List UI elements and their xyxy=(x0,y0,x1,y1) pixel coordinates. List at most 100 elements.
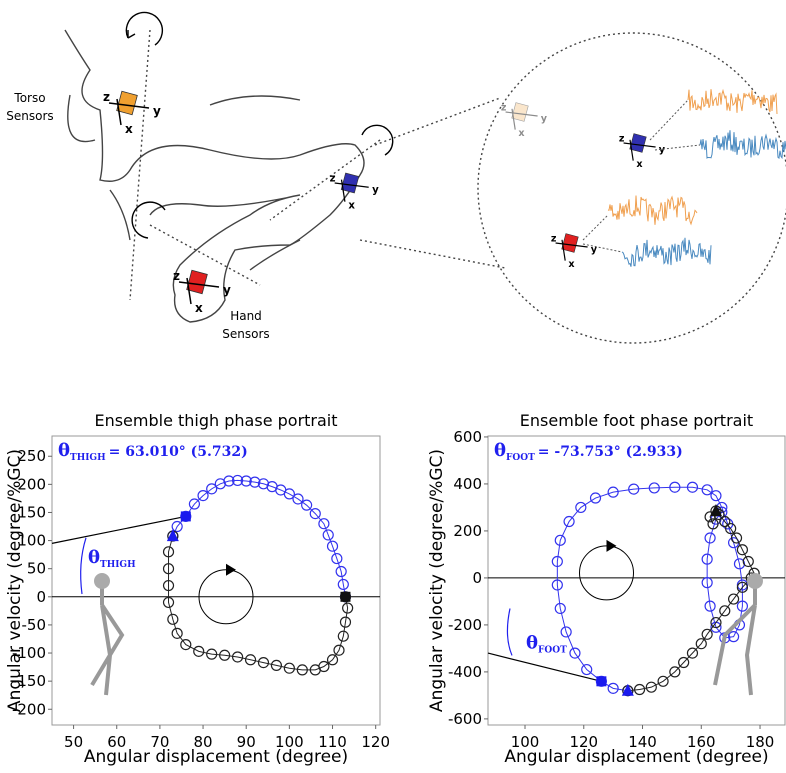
data-point xyxy=(326,540,339,552)
y-tick-label: 600 xyxy=(453,428,482,446)
data-point xyxy=(645,681,657,693)
axis-label: x xyxy=(568,259,575,270)
y-tick-label: 200 xyxy=(453,522,482,540)
data-point xyxy=(736,581,749,593)
data-point xyxy=(335,565,347,578)
hand-label: Sensors xyxy=(222,327,269,341)
theta: θ xyxy=(526,632,538,653)
axis-label: y xyxy=(591,245,598,256)
x-tick-label: 140 xyxy=(628,733,657,751)
torso-label: Sensors xyxy=(6,109,53,123)
axis-label: x xyxy=(195,301,203,315)
subscript: FOOT xyxy=(538,645,567,655)
angle-arc xyxy=(80,537,87,595)
sensor-axis xyxy=(334,182,369,188)
series-line xyxy=(168,535,349,671)
data-point xyxy=(296,664,308,676)
data-point xyxy=(223,475,235,487)
data-point xyxy=(575,501,587,514)
stick-figure xyxy=(90,587,125,696)
y-axis-label: Angular velocity (degree/%GC) xyxy=(427,449,447,712)
y-tick-label: -200 xyxy=(12,700,46,718)
y-tick-label: -100 xyxy=(12,644,46,662)
signals xyxy=(582,88,786,267)
data-point xyxy=(742,555,754,568)
data-point xyxy=(171,627,183,639)
theta: θ xyxy=(88,547,100,568)
axis-label: z xyxy=(551,233,557,244)
x-tick-label: 160 xyxy=(687,733,716,751)
data-point xyxy=(736,544,749,556)
data-point xyxy=(554,534,566,546)
angle-arc xyxy=(506,608,513,656)
y-tick-label: 0 xyxy=(36,588,46,606)
signal xyxy=(621,237,712,267)
data-point xyxy=(607,682,619,694)
data-point xyxy=(701,577,713,589)
y-tick-label: -150 xyxy=(12,672,46,690)
data-point xyxy=(193,645,205,657)
data-point xyxy=(719,515,731,528)
data-point xyxy=(727,593,740,605)
axis-label: z xyxy=(501,102,507,113)
data-point xyxy=(736,600,749,612)
data-point xyxy=(231,651,244,663)
data-point xyxy=(270,659,283,672)
data-point xyxy=(283,488,295,500)
data-point xyxy=(581,663,593,676)
data-point xyxy=(283,662,295,674)
sensor-box xyxy=(629,133,647,153)
annotation: θFOOT xyxy=(526,632,567,655)
axis-label: y xyxy=(223,283,231,297)
data-point xyxy=(710,490,722,502)
data-point xyxy=(301,499,313,511)
marker xyxy=(340,591,351,602)
axis-label: y xyxy=(153,104,161,118)
theta: θ xyxy=(58,440,70,461)
data-point xyxy=(563,515,575,528)
sensor: z y x xyxy=(501,102,548,139)
marker xyxy=(166,529,179,542)
data-point xyxy=(725,522,737,535)
data-point xyxy=(171,520,183,533)
data-point xyxy=(322,529,334,541)
x-tick-label: 80 xyxy=(194,733,213,751)
data-point xyxy=(686,481,699,493)
data-point xyxy=(197,489,209,502)
sensor-axis xyxy=(623,142,656,148)
signal xyxy=(607,195,698,226)
axis-label: x xyxy=(348,201,355,212)
data-point xyxy=(162,546,175,558)
data-point xyxy=(162,563,175,575)
signal xyxy=(687,88,778,115)
subscript: FOOT xyxy=(506,453,535,463)
data-point xyxy=(326,654,339,666)
axis-label: x xyxy=(518,128,525,139)
axis-label: z xyxy=(330,173,336,184)
x-tick-label: 110 xyxy=(318,733,347,751)
x-tick-label: 120 xyxy=(569,733,598,751)
sensor-axis xyxy=(555,242,588,248)
data-point xyxy=(206,648,218,660)
sensors: z y x z y x z y x z y x z y x z y x xyxy=(103,90,666,315)
data-point xyxy=(704,532,716,544)
marker xyxy=(621,683,634,696)
chart-title: Ensemble foot phase portrait xyxy=(520,411,753,430)
y-tick-label: 50 xyxy=(27,560,46,578)
data-point xyxy=(669,666,681,678)
data-point xyxy=(342,602,354,614)
axis-label: z xyxy=(619,133,625,144)
hand-label: Hand xyxy=(230,309,262,323)
data-point xyxy=(337,630,349,642)
axis-label: y xyxy=(541,114,548,125)
sensor: z y x xyxy=(619,133,666,170)
data-point xyxy=(560,626,572,638)
marker xyxy=(709,503,722,516)
data-point xyxy=(337,578,349,591)
data-point xyxy=(678,656,690,669)
signal xyxy=(699,130,786,160)
stick-figure xyxy=(713,587,757,696)
data-point xyxy=(219,649,231,661)
sensor: z y x xyxy=(330,172,379,212)
x-tick-label: 50 xyxy=(64,733,83,751)
